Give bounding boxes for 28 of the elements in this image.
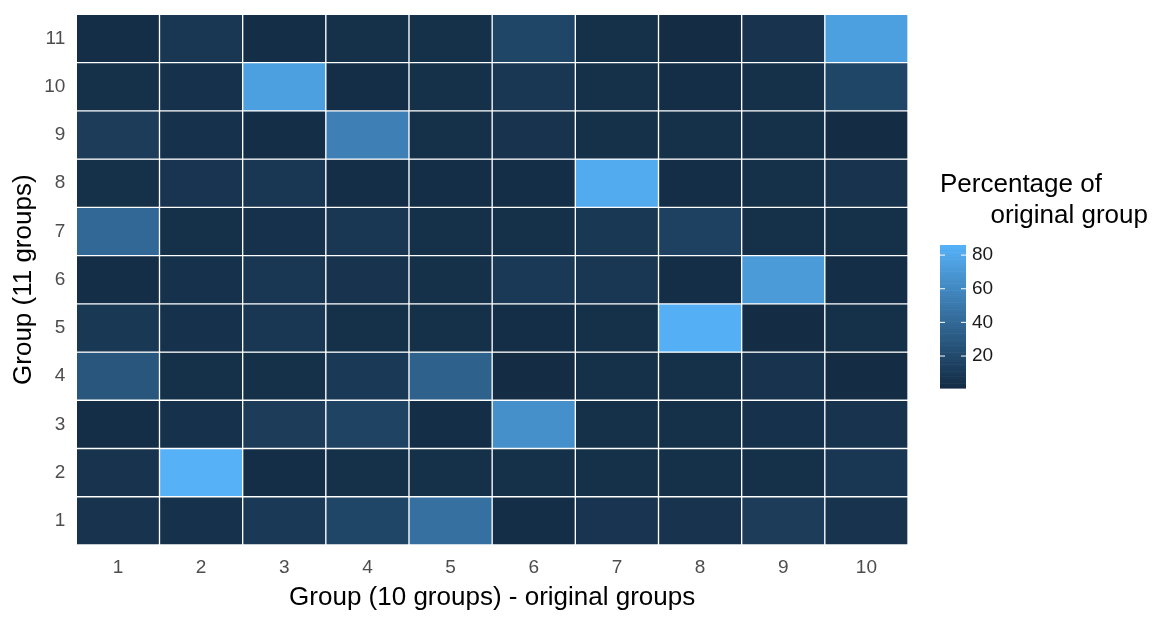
x-tick-label: 5: [445, 555, 456, 577]
x-tick-label: 9: [777, 555, 789, 577]
y-tick-label: 5: [54, 316, 66, 338]
y-tick-label: 8: [54, 171, 66, 193]
color-bar-title: Percentage of original group: [940, 168, 1149, 229]
x-tick-label: 7: [611, 555, 623, 577]
y-axis-title: Group (11 groups): [6, 174, 37, 385]
x-axis-title: Group (10 groups) - original groups: [289, 580, 696, 611]
y-tick-label: 3: [54, 412, 66, 434]
y-tick-label: 9: [54, 123, 66, 145]
x-tick-label: 1: [112, 555, 124, 577]
y-tick-label: 4: [54, 364, 66, 386]
y-tick-label: 6: [54, 267, 66, 289]
x-tick-label: 4: [362, 555, 374, 577]
color-bar-label: 40: [972, 310, 994, 332]
color-bar-label: 20: [972, 344, 994, 366]
y-tick-label: 10: [44, 74, 66, 96]
y-tick-label: 7: [54, 219, 66, 241]
y-tick-label: 1: [54, 509, 66, 531]
y-tick-label: 2: [54, 460, 66, 482]
x-tick-label: 6: [528, 555, 540, 577]
color-bar-label: 60: [972, 276, 994, 298]
x-tick-label: 3: [278, 555, 290, 577]
y-tick-label: 11: [45, 26, 66, 48]
x-tick-label: 2: [195, 555, 207, 577]
color-bar-label: 80: [972, 243, 994, 265]
x-tick-label: 10: [855, 555, 877, 577]
x-tick-label: 8: [694, 555, 706, 577]
